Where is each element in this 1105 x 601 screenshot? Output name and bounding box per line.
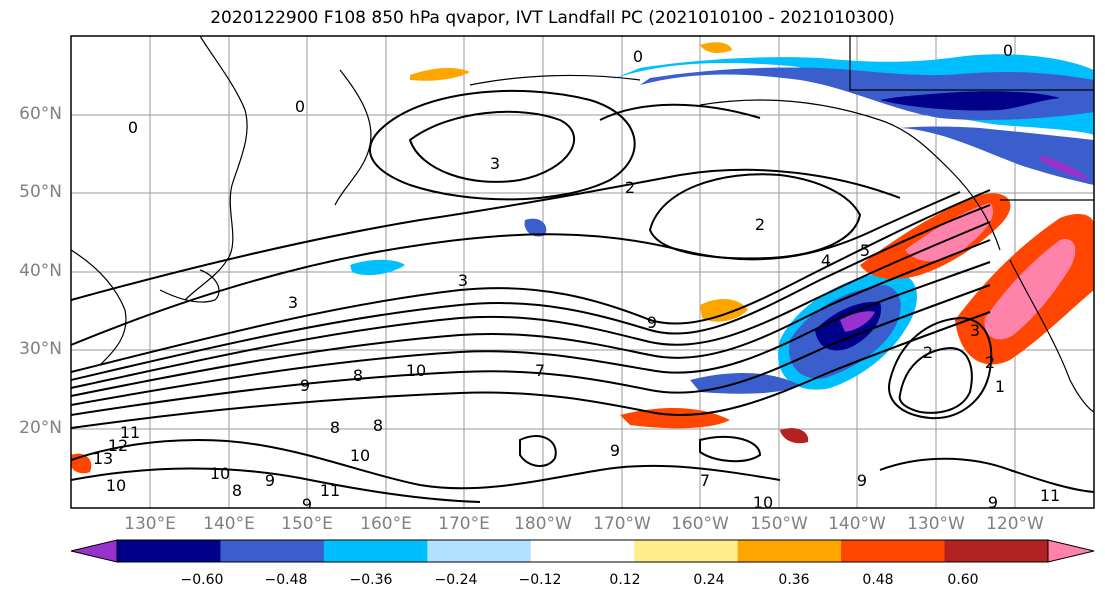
contour-label: 10 [350, 446, 370, 465]
contour-label: 11 [120, 423, 140, 442]
colorbar-swatch [117, 540, 221, 562]
map-title: 2020122900 F108 850 hPa qvapor, IVT Land… [210, 8, 895, 28]
lat-label: 60°N [19, 104, 62, 124]
ivt-contours [71, 89, 1094, 503]
colorbar-swatch [944, 540, 1049, 562]
colorbar-tick-label: −0.36 [349, 572, 393, 588]
lon-label: 140°W [828, 514, 886, 534]
contour-label: 2 [923, 343, 933, 362]
contour-label: 8 [373, 416, 383, 435]
contour-label: 0 [295, 97, 305, 116]
contour-label: 9 [265, 471, 275, 490]
contour-label: 2 [755, 215, 765, 234]
colorbar-swatch [220, 540, 325, 562]
contour-label: 8 [232, 481, 242, 500]
contour-label: 2 [625, 178, 635, 197]
colorbar-tick-label: 0.48 [862, 572, 894, 588]
lat-label: 50°N [19, 182, 62, 202]
colorbar-tick-label: −0.60 [180, 572, 224, 588]
contour-label: 0 [633, 47, 643, 66]
lon-label: 160°E [360, 514, 412, 534]
contour-label: 8 [353, 366, 363, 385]
contour-label: 0 [128, 118, 138, 137]
lon-label: 150°E [281, 514, 333, 534]
contour-label: 3 [288, 293, 298, 312]
colorbar-tick-label: 0.12 [609, 572, 641, 588]
colorbar-frame [116, 539, 1049, 563]
contour-label: 10 [106, 476, 126, 495]
colorbar-extend-min [70, 539, 118, 563]
contour-label: 9 [647, 313, 657, 332]
contour-label: 7 [535, 361, 545, 380]
lon-label: 180°W [514, 514, 572, 534]
colorbar-tick-label: −0.48 [264, 572, 308, 588]
lat-label: 40°N [19, 261, 62, 281]
colorbar-tick-label: 0.24 [693, 572, 725, 588]
contour-label: 9 [300, 376, 310, 395]
contour-label: 3 [490, 154, 500, 173]
contour-label: 9 [610, 441, 620, 460]
colorbar-swatch [427, 540, 532, 562]
contour-label: 10 [210, 464, 230, 483]
contour-label: 4 [821, 251, 831, 270]
contour-label: 13 [93, 449, 113, 468]
contour-label: 10 [406, 361, 426, 380]
lon-label: 140°E [203, 514, 255, 534]
contour-label: 7 [700, 471, 710, 490]
coastlines [71, 36, 1094, 413]
contour-label: 9 [857, 471, 867, 490]
contour-label: 9 [988, 493, 998, 512]
lat-label: 30°N [19, 339, 62, 359]
contour-label: 1 [995, 377, 1005, 396]
lon-label: 130°E [124, 514, 176, 534]
colorbar-tick-label: 0.36 [778, 572, 810, 588]
contour-label: 3 [970, 321, 980, 340]
colorbar [70, 539, 1095, 563]
contour-label: 11 [1040, 486, 1060, 505]
contour-label: 3 [458, 271, 468, 290]
lon-label: 130°W [907, 514, 965, 534]
contour-label: 8 [330, 418, 340, 437]
colorbar-extend-max [1047, 539, 1095, 563]
lon-label: 120°W [986, 514, 1044, 534]
map-frame [70, 35, 1095, 509]
colorbar-swatch [634, 540, 739, 562]
colorbar-swatch [737, 540, 842, 562]
colorbar-swatch [530, 540, 635, 562]
contour-label: 12 [108, 436, 128, 455]
contour-label: 0 [1003, 41, 1013, 60]
contour-label: 11 [320, 481, 340, 500]
lon-label: 160°W [671, 514, 729, 534]
contour-label: 10 [753, 493, 773, 512]
contour-label: 2 [985, 353, 995, 372]
contour-label: 9 [302, 495, 312, 514]
colorbar-swatch [841, 540, 946, 562]
colorbar-tick-label: −0.24 [434, 572, 478, 588]
colorbar-tick-label: −0.12 [518, 572, 562, 588]
colorbar-swatch [323, 540, 428, 562]
colorbar-tick-label: 0.60 [947, 572, 979, 588]
lon-label: 170°E [438, 514, 490, 534]
lon-label: 150°W [750, 514, 808, 534]
lon-label: 170°W [593, 514, 651, 534]
lat-label: 20°N [19, 418, 62, 438]
contour-label: 5 [860, 241, 870, 260]
